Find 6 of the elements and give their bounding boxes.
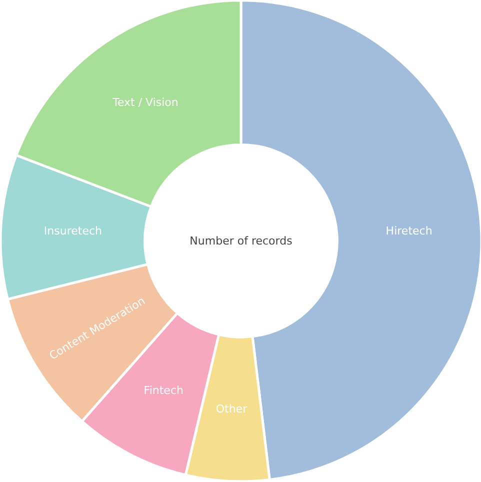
slice-label: Text / Vision xyxy=(112,96,178,109)
text: Number of records xyxy=(190,234,293,248)
slice-label: Fintech xyxy=(144,384,184,397)
slice-label: Hiretech xyxy=(386,224,432,238)
slice-label: Other xyxy=(216,402,248,416)
slice-label: Insuretech xyxy=(44,224,102,238)
